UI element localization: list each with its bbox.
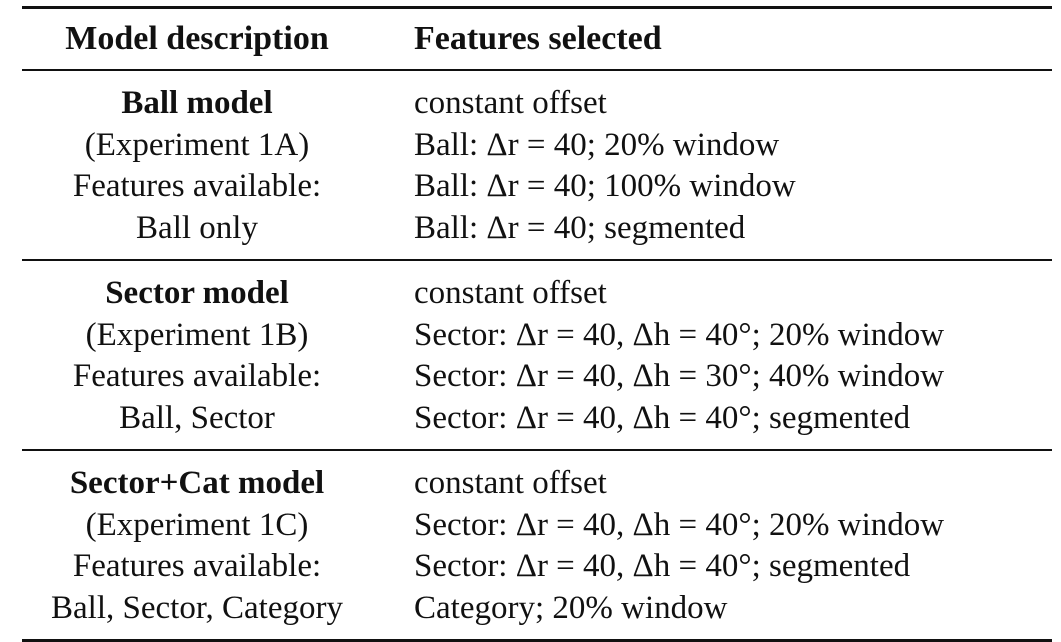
- selected-feature: Sector: Δr = 40, Δh = 40°; segmented: [414, 399, 911, 436]
- table-row-group-sector: Sector model (Experiment 1B) Features av…: [22, 261, 1052, 449]
- header-features-selected: Features selected: [414, 20, 662, 57]
- table-row-group-ball: Ball model (Experiment 1A) Features avai…: [22, 71, 1052, 259]
- selected-feature: Ball: Δr = 40; 100% window: [414, 168, 796, 204]
- selected-feature: Category; 20% window: [414, 589, 728, 626]
- features-selected-cell: constant offset Sector: Δr = 40, Δh = 40…: [372, 463, 1052, 629]
- features-available-label: Features available:: [72, 548, 322, 584]
- features-available-label: Features available:: [72, 168, 322, 204]
- header-rule: [22, 69, 1052, 71]
- top-rule: [22, 6, 1052, 9]
- selected-feature: Sector: Δr = 40, Δh = 30°; 40% window: [414, 358, 945, 394]
- selected-feature: Sector: Δr = 40, Δh = 40°; segmented: [414, 548, 911, 584]
- selected-feature: Sector: Δr = 40, Δh = 40°; 20% window: [414, 506, 945, 543]
- selected-feature: Ball: Δr = 40; 20% window: [414, 126, 780, 163]
- selected-feature: Sector: Δr = 40, Δh = 40°; 20% window: [414, 316, 945, 353]
- features-selected-cell: constant offset Ball: Δr = 40; 20% windo…: [372, 83, 1052, 249]
- selected-feature: constant offset: [414, 465, 607, 501]
- model-description-cell: Sector+Cat model (Experiment 1C) Feature…: [22, 463, 372, 629]
- experiment-label: (Experiment 1B): [85, 316, 309, 353]
- features-available-label: Features available:: [72, 358, 322, 394]
- model-name: Sector+Cat model: [69, 465, 325, 501]
- group-rule: [22, 449, 1052, 451]
- features-selected-cell: constant offset Sector: Δr = 40, Δh = 40…: [372, 273, 1052, 439]
- model-description-cell: Ball model (Experiment 1A) Features avai…: [22, 83, 372, 249]
- table-row-group-sector-cat: Sector+Cat model (Experiment 1C) Feature…: [22, 451, 1052, 639]
- selected-feature: Ball: Δr = 40; segmented: [414, 209, 746, 246]
- model-name: Sector model: [105, 275, 289, 311]
- model-description-cell: Sector model (Experiment 1B) Features av…: [22, 273, 372, 439]
- features-available-value: Ball only: [136, 209, 258, 246]
- features-available-value: Ball, Sector, Category: [51, 589, 343, 626]
- table-header-row: Model description Features selected: [22, 9, 1052, 69]
- header-model-description: Model description: [65, 20, 329, 57]
- selected-feature: constant offset: [414, 85, 607, 121]
- experiment-label: (Experiment 1C): [85, 506, 309, 543]
- group-rule: [22, 259, 1052, 261]
- model-name: Ball model: [121, 85, 273, 121]
- features-available-value: Ball, Sector: [119, 399, 275, 436]
- experiment-label: (Experiment 1A): [84, 126, 310, 163]
- selected-feature: constant offset: [414, 275, 607, 311]
- feature-selection-table: Model description Features selected Ball…: [22, 6, 1052, 642]
